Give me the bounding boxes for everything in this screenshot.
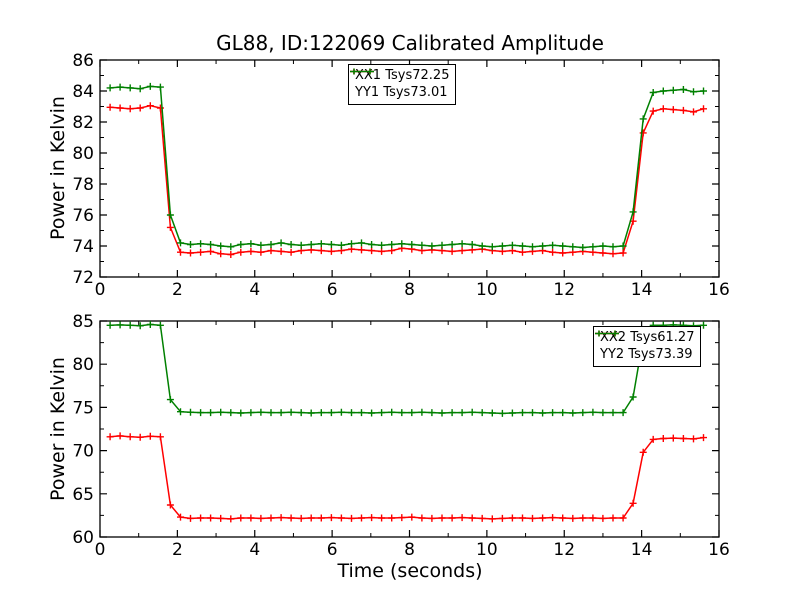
legend-top-plot: XX1 Tsys72.25 YY1 Tsys73.01 bbox=[348, 64, 457, 105]
legend-bottom-plot: XX2 Tsys61.27 YY2 Tsys73.39 bbox=[593, 326, 702, 367]
legend-line-sample-yy2 bbox=[595, 330, 619, 337]
x-tick-label: 2 bbox=[172, 280, 183, 300]
series-line-yy1 bbox=[110, 85, 704, 249]
x-tick-label: 10 bbox=[476, 280, 498, 300]
y-tick-label: 84 bbox=[72, 82, 94, 102]
y-tick-label: 82 bbox=[72, 113, 94, 133]
legend-line-sample-yy1 bbox=[350, 68, 374, 75]
y-tick-label: 60 bbox=[72, 528, 94, 548]
x-tick-label: 4 bbox=[249, 540, 260, 560]
x-tick-label: 16 bbox=[708, 540, 730, 560]
x-tick-label: 8 bbox=[404, 280, 415, 300]
x-tick-label: 10 bbox=[476, 540, 498, 560]
legend-sample-line bbox=[350, 68, 374, 75]
legend-label-xx1: XX1 Tsys72.25 bbox=[355, 68, 450, 83]
x-tick-label: 12 bbox=[553, 540, 575, 560]
y-tick-label: 75 bbox=[72, 398, 94, 418]
x-tick-label: 0 bbox=[95, 280, 106, 300]
legend-label-xx2: XX2 Tsys61.27 bbox=[600, 330, 695, 345]
series-line-xx2 bbox=[110, 435, 704, 520]
x-tick-label: 12 bbox=[553, 280, 575, 300]
legend-entry: YY2 Tsys73.39 bbox=[595, 330, 694, 363]
y-tick-label: 74 bbox=[72, 237, 94, 257]
series-line-xx1 bbox=[110, 104, 704, 256]
x-tick-label: 2 bbox=[172, 540, 183, 560]
legend-label-yy1: YY1 Tsys73.01 bbox=[355, 85, 448, 100]
axes-frame bbox=[99, 59, 720, 278]
y-tick-label: 76 bbox=[72, 206, 94, 226]
axes-frame bbox=[99, 320, 720, 538]
x-tick-label: 6 bbox=[327, 280, 338, 300]
x-tick-label: 16 bbox=[708, 280, 730, 300]
y-tick-label: 78 bbox=[72, 175, 94, 195]
y-axis-label-top: Power in Kelvin bbox=[47, 96, 69, 240]
legend-label-yy2: YY2 Tsys73.39 bbox=[600, 347, 693, 362]
y-tick-label: 80 bbox=[72, 355, 94, 375]
y-tick-label: 70 bbox=[72, 442, 94, 462]
y-axis-label-bottom: Power in Kelvin bbox=[47, 357, 69, 501]
y-tick-label: 65 bbox=[72, 485, 94, 505]
y-tick-label: 80 bbox=[72, 144, 94, 164]
series-markers-xx2 bbox=[106, 432, 707, 523]
chart-title: GL88, ID:122069 Calibrated Amplitude bbox=[216, 31, 604, 55]
x-tick-label: 8 bbox=[404, 540, 415, 560]
y-tick-label: 85 bbox=[72, 312, 94, 332]
legend-sample-line bbox=[595, 330, 619, 337]
x-tick-label: 4 bbox=[249, 280, 260, 300]
series-markers-yy1 bbox=[106, 82, 707, 251]
x-tick-label: 0 bbox=[95, 540, 106, 560]
series-markers-xx1 bbox=[106, 102, 707, 258]
y-tick-label: 72 bbox=[72, 268, 94, 288]
x-tick-label: 14 bbox=[631, 280, 653, 300]
x-tick-label: 6 bbox=[327, 540, 338, 560]
y-tick-label: 86 bbox=[72, 51, 94, 71]
x-tick-label: 14 bbox=[631, 540, 653, 560]
x-axis-label: Time (seconds) bbox=[337, 560, 483, 582]
legend-entry: YY1 Tsys73.01 bbox=[350, 68, 449, 101]
